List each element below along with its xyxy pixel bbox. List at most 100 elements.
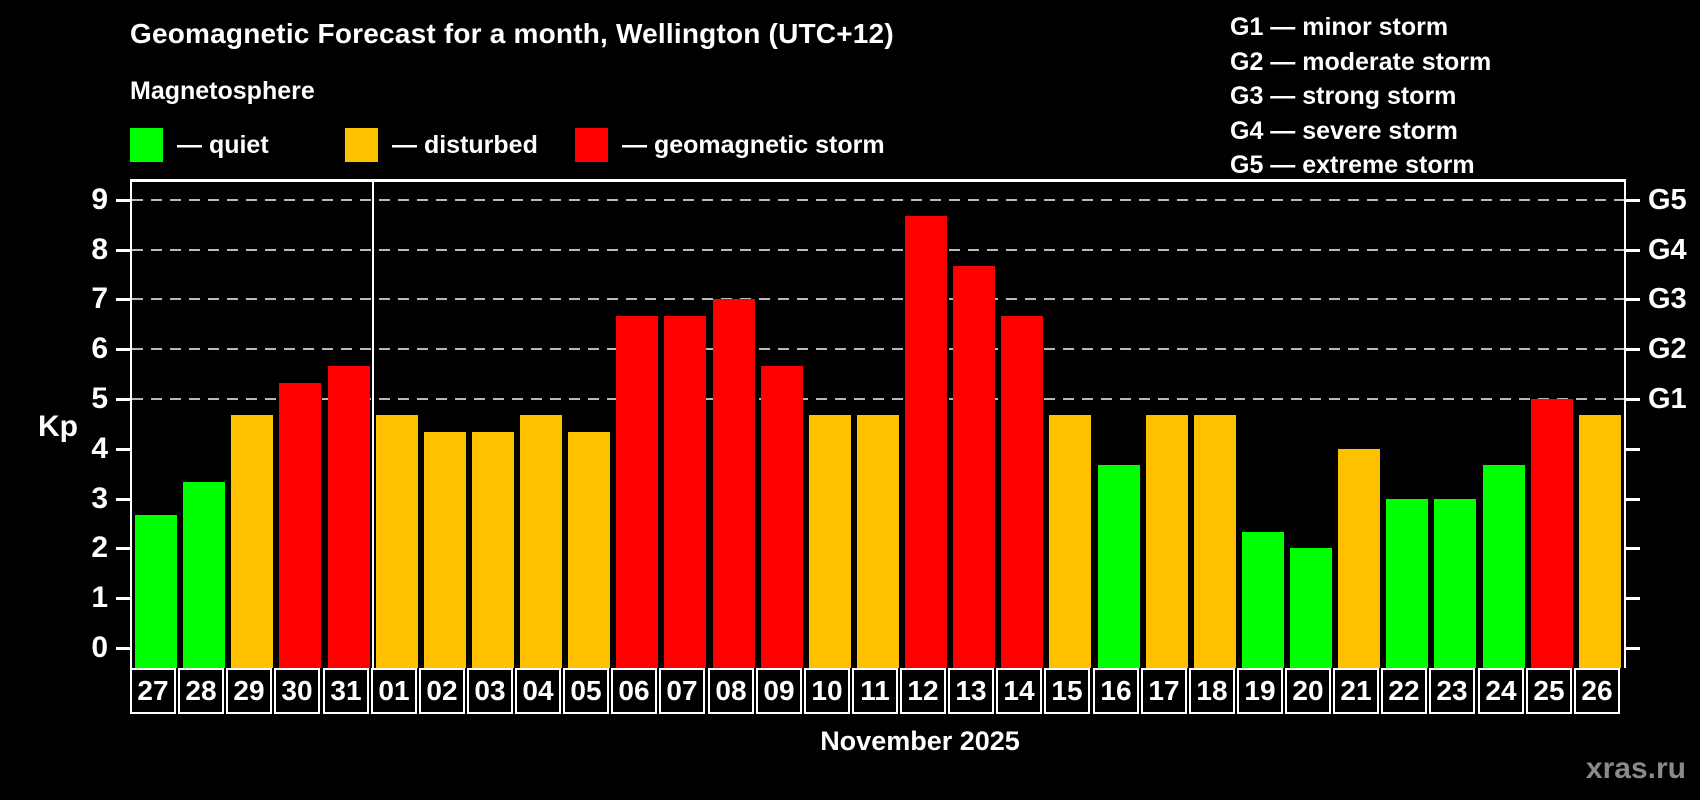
y-axis-title: Kp	[38, 410, 78, 443]
left-tick-6	[116, 348, 130, 351]
x-axis-date-box-26: 26	[1574, 668, 1620, 714]
x-axis-date-box-10: 10	[804, 668, 850, 714]
disturbed-color-swatch	[345, 128, 378, 162]
right-axis-label-g4: G4	[1648, 234, 1687, 266]
chart-subtitle: Magnetosphere	[130, 77, 315, 105]
x-axis-date-box-01: 01	[371, 668, 417, 714]
kp-bar-07	[664, 316, 706, 668]
y-axis-label-2: 2	[91, 531, 108, 564]
x-axis-date-box-11: 11	[852, 668, 898, 714]
kp-bar-10	[809, 415, 851, 668]
legend-label-disturbed: — disturbed	[392, 130, 538, 159]
right-tick-8	[1626, 249, 1640, 252]
left-tick-5	[116, 398, 130, 401]
right-tick-7	[1626, 298, 1640, 301]
kp-bar-30	[279, 383, 321, 668]
left-tick-9	[116, 199, 130, 202]
kp-bar-12	[905, 216, 947, 668]
x-axis-date-box-21: 21	[1333, 668, 1379, 714]
right-tick-3	[1626, 498, 1640, 501]
storm-scale-line-g4: G4 — severe storm	[1230, 116, 1458, 145]
y-axis-label-9: 9	[91, 183, 108, 216]
x-axis-date-box-18: 18	[1189, 668, 1235, 714]
x-axis-date-box-13: 13	[948, 668, 994, 714]
gridline-kp6	[132, 348, 1624, 350]
x-axis-title: November 2025	[820, 726, 1020, 756]
x-axis-date-box-28: 28	[178, 668, 224, 714]
x-axis-date-box-30: 30	[274, 668, 320, 714]
kp-bar-29	[231, 415, 273, 668]
right-tick-1	[1626, 597, 1640, 600]
y-axis-label-5: 5	[91, 382, 108, 415]
x-axis-date-box-06: 06	[611, 668, 657, 714]
legend-item-storm: — geomagnetic storm	[575, 128, 885, 162]
kp-bar-16	[1098, 465, 1140, 668]
x-axis-date-box-20: 20	[1285, 668, 1331, 714]
x-axis-date-box-22: 22	[1381, 668, 1427, 714]
kp-bar-05	[568, 432, 610, 668]
left-tick-4	[116, 448, 130, 451]
x-axis-date-box-03: 03	[467, 668, 513, 714]
gridline-kp7	[132, 298, 1624, 300]
x-axis-date-box-05: 05	[563, 668, 609, 714]
kp-bar-27	[135, 515, 177, 668]
kp-bar-03	[472, 432, 514, 668]
legend-label-storm: — geomagnetic storm	[622, 130, 885, 159]
kp-bar-21	[1338, 449, 1380, 668]
right-tick-9	[1626, 199, 1640, 202]
left-tick-8	[116, 249, 130, 252]
kp-bar-23	[1434, 499, 1476, 668]
x-axis-date-box-02: 02	[419, 668, 465, 714]
kp-bar-08	[713, 299, 755, 668]
storm-scale-line-g3: G3 — strong storm	[1230, 82, 1457, 110]
left-tick-0	[116, 647, 130, 650]
right-tick-5	[1626, 398, 1640, 401]
y-axis-label-8: 8	[91, 233, 108, 266]
right-axis-label-g2: G2	[1648, 333, 1687, 365]
legend-item-disturbed: — disturbed	[345, 128, 538, 162]
x-axis-date-box-07: 07	[659, 668, 705, 714]
y-axis-label-6: 6	[91, 332, 108, 365]
kp-bar-19	[1242, 532, 1284, 668]
left-tick-3	[116, 498, 130, 501]
kp-bar-24	[1483, 465, 1525, 668]
x-axis-date-box-09: 09	[756, 668, 802, 714]
right-axis-label-g5: G5	[1648, 184, 1687, 216]
x-axis-date-box-19: 19	[1237, 668, 1283, 714]
kp-bar-18	[1194, 415, 1236, 668]
plot-area	[130, 179, 1626, 668]
x-axis-date-box-29: 29	[226, 668, 272, 714]
right-tick-2	[1626, 547, 1640, 550]
x-axis-date-box-31: 31	[323, 668, 369, 714]
x-axis-date-box-15: 15	[1044, 668, 1090, 714]
y-axis-label-1: 1	[91, 581, 108, 614]
x-axis-date-box-08: 08	[708, 668, 754, 714]
kp-bar-13	[953, 266, 995, 668]
storm-scale-line-g5: G5 — extreme storm	[1230, 151, 1475, 179]
kp-bar-26	[1579, 415, 1621, 668]
left-tick-1	[116, 597, 130, 600]
right-axis-label-g1: G1	[1648, 383, 1687, 415]
x-axis-date-box-04: 04	[515, 668, 561, 714]
x-axis-date-box-25: 25	[1526, 668, 1572, 714]
right-tick-0	[1626, 647, 1640, 650]
gridline-kp8	[132, 249, 1624, 251]
right-tick-4	[1626, 448, 1640, 451]
kp-bar-25	[1531, 399, 1573, 668]
kp-bar-31	[328, 366, 370, 668]
y-axis-label-4: 4	[91, 432, 108, 465]
kp-bar-02	[424, 432, 466, 668]
y-axis-label-7: 7	[91, 282, 108, 315]
kp-bar-06	[616, 316, 658, 668]
x-axis-date-box-14: 14	[996, 668, 1042, 714]
chart-title: Geomagnetic Forecast for a month, Wellin…	[130, 18, 894, 49]
left-tick-7	[116, 298, 130, 301]
kp-bar-01	[376, 415, 418, 668]
kp-bar-04	[520, 415, 562, 668]
storm-scale-line-g1: G1 — minor storm	[1230, 13, 1449, 41]
kp-bar-11	[857, 415, 899, 668]
month-separator-line	[372, 182, 374, 668]
x-axis-date-box-23: 23	[1429, 668, 1475, 714]
x-axis-date-box-27: 27	[130, 668, 176, 714]
